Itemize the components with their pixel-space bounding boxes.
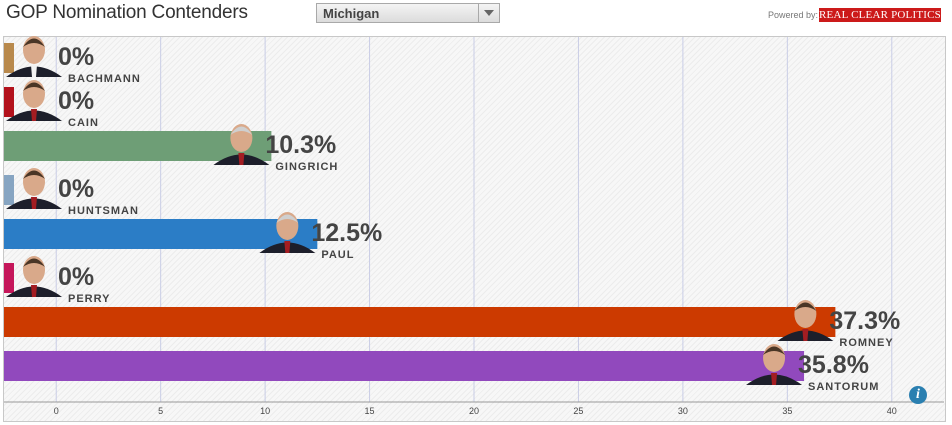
value-label-huntsman: 0% (58, 175, 94, 203)
x-tick-label: 25 (573, 406, 583, 416)
avatar-paul (259, 212, 316, 253)
state-select-value: Michigan (323, 6, 380, 21)
powered-by-label: Powered by: (768, 10, 819, 20)
name-label-huntsman: HUNTSMAN (68, 205, 139, 217)
avatar-cain (6, 80, 62, 121)
x-tick-label: 5 (158, 406, 163, 416)
name-label-gingrich: GINGRICH (275, 161, 338, 173)
avatar-santorum (746, 344, 803, 385)
state-select[interactable]: Michigan (316, 3, 500, 23)
avatar-bachmann (6, 36, 62, 77)
value-label-paul: 12.5% (311, 219, 382, 247)
x-tick-label: 30 (678, 406, 688, 416)
name-label-paul: PAUL (321, 249, 354, 261)
name-label-cain: CAIN (68, 117, 99, 129)
value-label-santorum: 35.8% (798, 351, 869, 379)
bar-bachmann (4, 43, 14, 73)
value-label-cain: 0% (58, 87, 94, 115)
value-label-bachmann: 0% (58, 43, 94, 71)
bar-huntsman (4, 175, 14, 205)
x-tick-label: 20 (469, 406, 479, 416)
avatar-huntsman (6, 168, 62, 209)
name-label-romney: ROMNEY (839, 337, 893, 349)
bar-cain (4, 87, 14, 117)
chevron-down-icon[interactable] (478, 4, 499, 22)
bar-romney (4, 307, 836, 337)
bar-santorum (4, 351, 805, 381)
x-tick-label: 40 (887, 406, 897, 416)
value-label-romney: 37.3% (829, 307, 900, 335)
info-icon[interactable]: i (909, 386, 927, 404)
rcp-logo[interactable]: REAL CLEAR POLITICS (819, 8, 941, 22)
bar-perry (4, 263, 14, 293)
chart-title: GOP Nomination Contenders (6, 2, 248, 23)
avatar-perry (6, 256, 62, 297)
name-label-bachmann: BACHMANN (68, 73, 141, 85)
name-label-perry: PERRY (68, 293, 111, 305)
avatar-gingrich (213, 124, 270, 165)
avatar-romney (777, 300, 834, 341)
value-label-gingrich: 10.3% (265, 131, 336, 159)
value-label-perry: 0% (58, 263, 94, 291)
x-tick-label: 35 (782, 406, 792, 416)
name-label-santorum: SANTORUM (808, 381, 879, 393)
x-tick-label: 10 (260, 406, 270, 416)
bar-gingrich (4, 131, 272, 161)
x-tick-label: 0 (54, 406, 59, 416)
x-tick-label: 15 (365, 406, 375, 416)
bar-paul (4, 219, 318, 249)
